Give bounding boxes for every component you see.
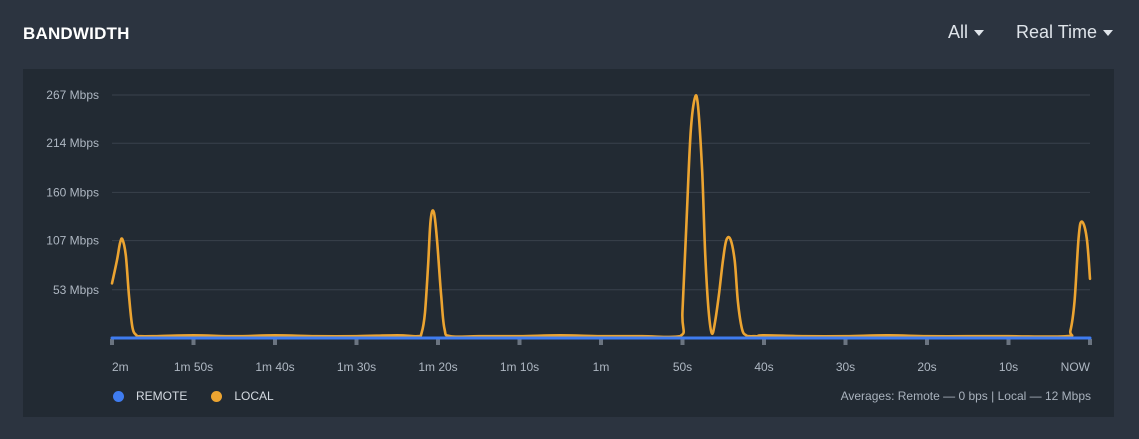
local-dot-icon bbox=[211, 390, 223, 402]
chart-card bbox=[23, 69, 1114, 417]
panel-title: BANDWIDTH bbox=[23, 24, 130, 43]
x-tick-label: 20s bbox=[917, 360, 936, 374]
y-tick-label: 160 Mbps bbox=[46, 185, 99, 199]
x-tick-mark bbox=[191, 339, 196, 345]
x-tick-mark bbox=[762, 339, 766, 345]
x-tick-mark bbox=[843, 339, 848, 345]
x-tick-label: 1m bbox=[593, 360, 610, 374]
filter-dropdown[interactable]: All bbox=[948, 22, 985, 43]
grid-layer bbox=[112, 94, 1090, 291]
averages-prefix: Averages: bbox=[840, 389, 895, 403]
time-range-dropdown-label: Real Time bbox=[1016, 22, 1098, 42]
y-tick-label: 53 Mbps bbox=[53, 283, 99, 297]
x-tick-mark bbox=[436, 339, 440, 345]
x-tick-mark bbox=[354, 339, 359, 345]
x-tick-label: 1m 20s bbox=[418, 360, 457, 374]
x-tick-mark bbox=[517, 339, 522, 345]
x-tick-label: 1m 40s bbox=[255, 360, 294, 374]
x-tick-mark bbox=[273, 339, 277, 345]
x-tick-label: 50s bbox=[673, 360, 692, 374]
x-tick-label: NOW bbox=[1061, 360, 1091, 374]
x-tick-label: 30s bbox=[836, 360, 855, 374]
x-tick-mark bbox=[110, 339, 114, 345]
x-tick-label: 1m 50s bbox=[174, 360, 213, 374]
x-tick-label: 1m 10s bbox=[500, 360, 539, 374]
series-layer bbox=[110, 94, 1092, 340]
x-tick-mark bbox=[599, 339, 603, 345]
caret-down-icon bbox=[974, 29, 985, 36]
y-tick-label: 267 Mbps bbox=[46, 88, 99, 102]
averages-local-value: 12 Mbps bbox=[1044, 389, 1091, 403]
chart-legend: REMOTE LOCAL bbox=[113, 389, 298, 403]
filter-dropdown-label: All bbox=[948, 22, 969, 42]
legend-label-remote: REMOTE bbox=[136, 389, 188, 403]
x-tick-mark bbox=[680, 339, 685, 345]
y-axis-ticks: 53 Mbps 107 Mbps 160 Mbps 214 Mbps 267 Mbps bbox=[46, 88, 99, 297]
series-line-local bbox=[110, 94, 1092, 339]
x-tick-label: 10s bbox=[999, 360, 1018, 374]
x-tick-mark bbox=[925, 339, 929, 345]
x-axis-ticks: 2m 1m 50s 1m 40s 1m 30s 1m 20s 1m 10s 1m 50s 40s… bbox=[110, 339, 1092, 374]
legend-label-local: LOCAL bbox=[234, 389, 274, 403]
x-tick-label: 40s bbox=[754, 360, 773, 374]
legend-item-local[interactable]: LOCAL bbox=[211, 389, 274, 403]
x-tick-mark bbox=[1006, 339, 1011, 345]
averages-local-label: Local bbox=[997, 389, 1027, 403]
panel-header: BANDWIDTH All Real Time bbox=[0, 0, 1139, 68]
averages-remote-label: Remote bbox=[897, 389, 940, 403]
x-tick-mark bbox=[1088, 339, 1092, 345]
remote-dot-icon bbox=[113, 390, 124, 402]
x-tick-label: 1m 30s bbox=[337, 360, 376, 374]
caret-down-icon bbox=[1103, 29, 1114, 36]
legend-item-remote[interactable]: REMOTE bbox=[113, 389, 187, 403]
time-range-dropdown[interactable]: Real Time bbox=[1016, 22, 1114, 43]
y-tick-label: 214 Mbps bbox=[46, 136, 99, 150]
x-tick-label: 2m bbox=[112, 360, 129, 374]
averages-remote-value: 0 bps bbox=[958, 389, 988, 403]
y-tick-label: 107 Mbps bbox=[46, 234, 99, 248]
averages-summary: Averages: Remote — 0 bps | Local — 12 Mb… bbox=[840, 389, 1091, 403]
